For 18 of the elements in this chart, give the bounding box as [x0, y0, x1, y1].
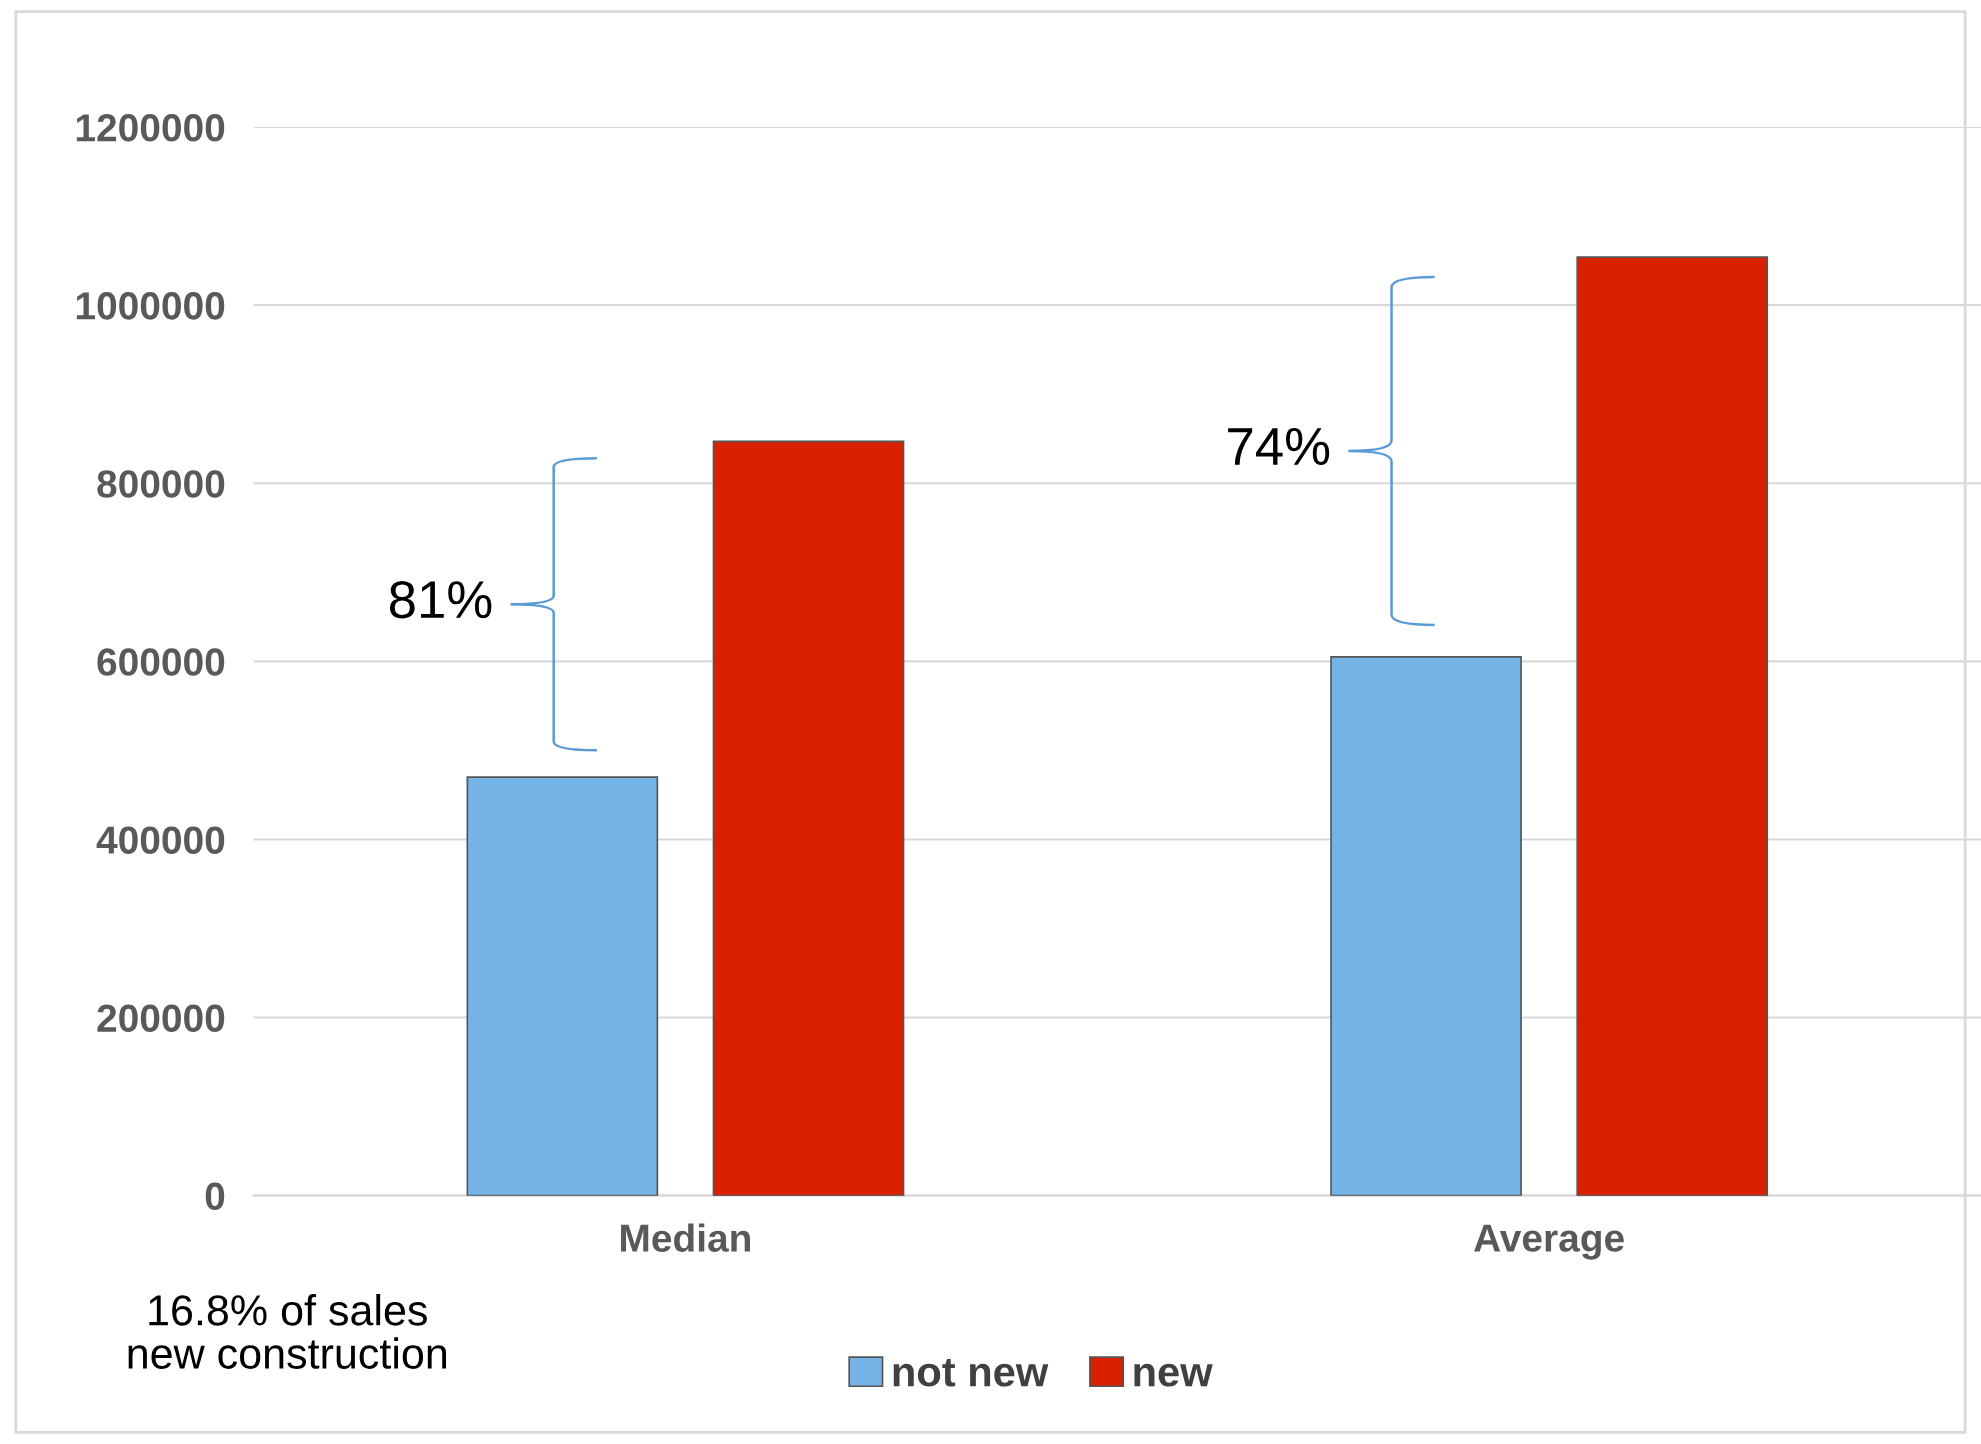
x-tick-label: Median [621, 1223, 751, 1252]
y-tick-label: 800000 [97, 470, 225, 498]
y-tick-label: 600000 [97, 648, 225, 676]
bar [1330, 656, 1522, 1196]
bar [1576, 256, 1769, 1196]
y-tick-label: 0 [205, 1182, 225, 1211]
legend-label: not new [893, 1359, 1049, 1387]
y-tick-label: 200000 [97, 1004, 225, 1033]
y-tick-label: 1000000 [76, 292, 225, 320]
bar [466, 776, 659, 1196]
bar [712, 440, 905, 1196]
x-tick-label: Average [1474, 1224, 1624, 1260]
legend-label: new [1134, 1363, 1213, 1387]
y-tick-label: 400000 [96, 826, 225, 854]
text: 16.8% of sales new construction [128, 1294, 446, 1369]
annotation: 81% [389, 581, 492, 619]
y-tick-label: 1200000 [76, 114, 225, 142]
annotation: 74% [1228, 428, 1330, 465]
